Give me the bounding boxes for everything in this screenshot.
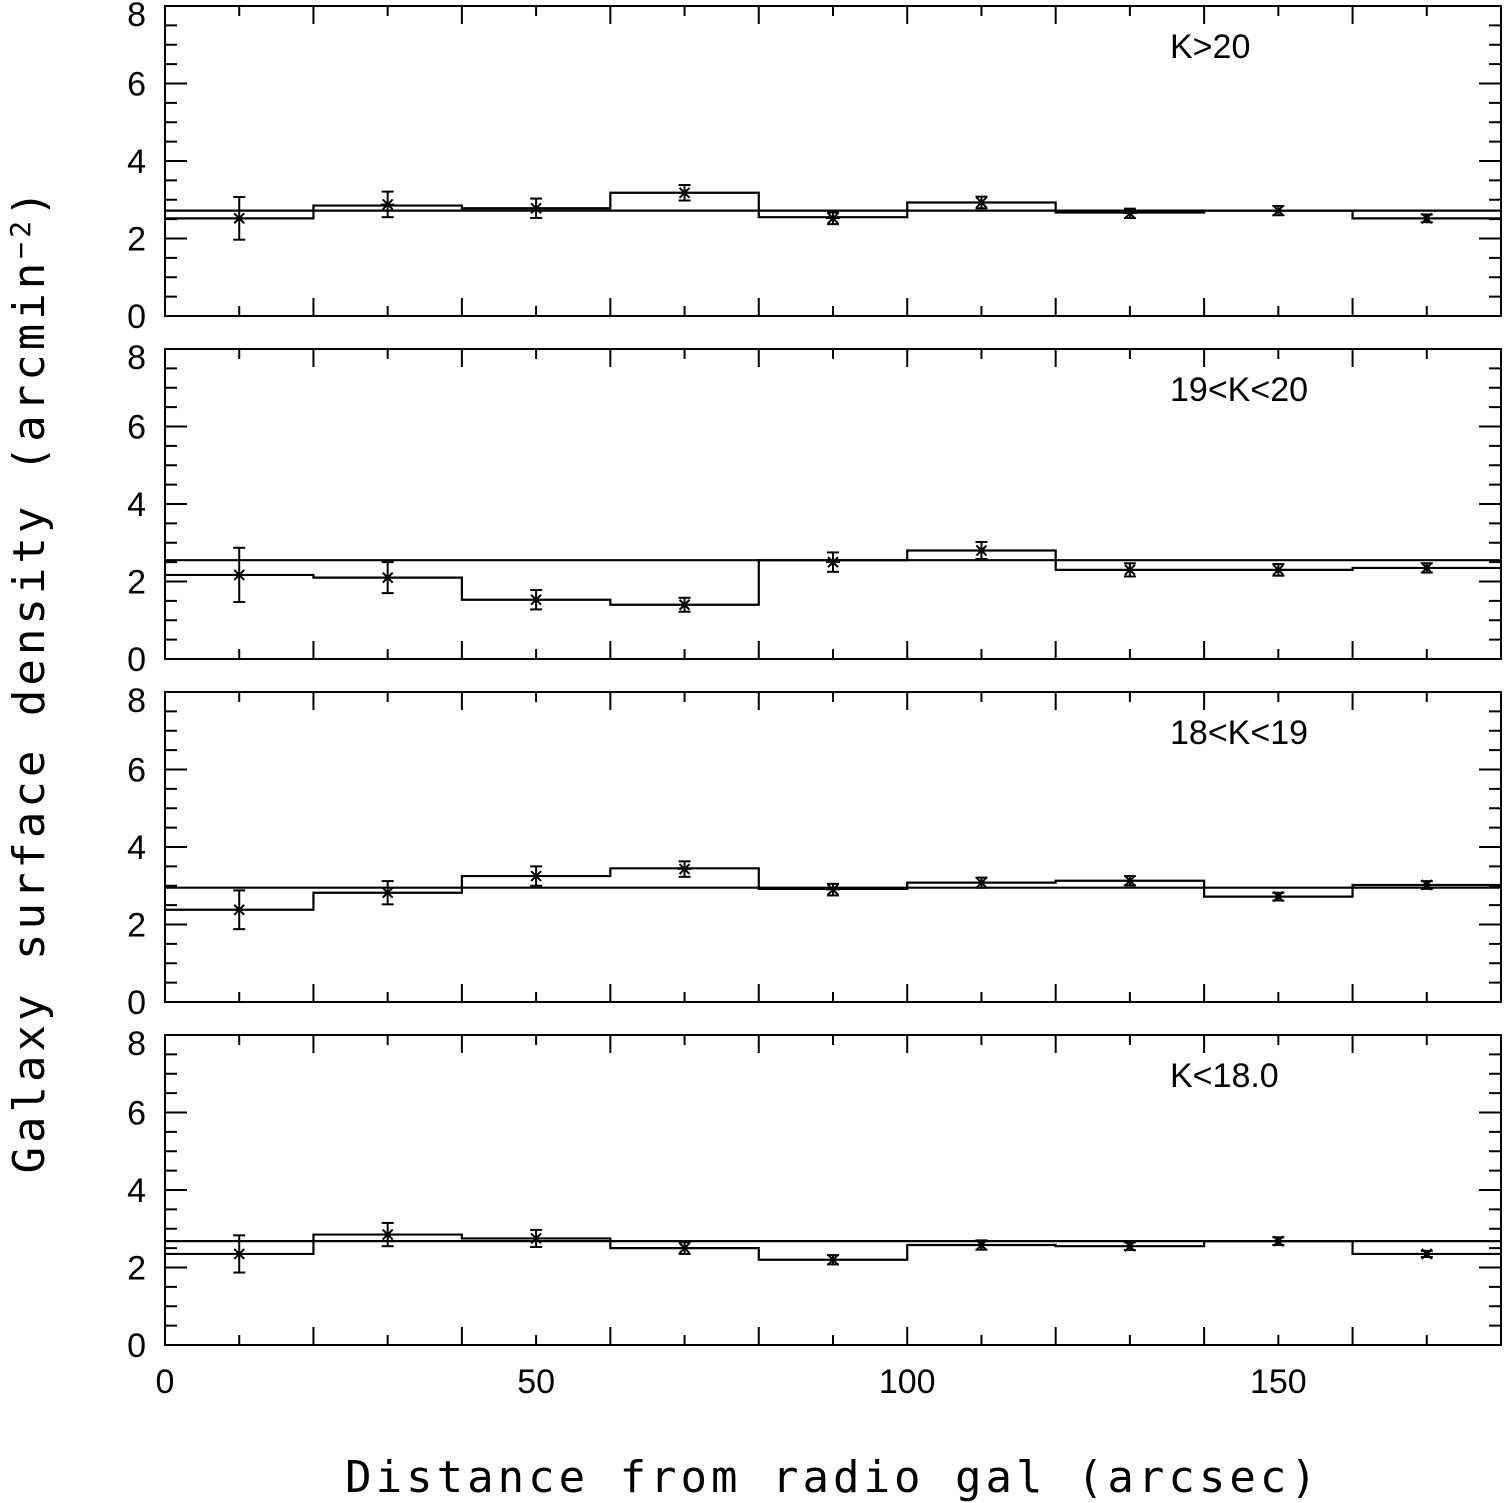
data-point [232,1248,247,1260]
data-point [974,544,989,557]
x-tick-label: 150 [1250,1363,1307,1401]
y-tick-label: 8 [127,339,146,377]
x-tick-label: 100 [879,1363,936,1401]
data-point [529,1232,544,1245]
y-tick-label: 2 [127,907,146,945]
data-point [529,202,544,214]
data-point [677,599,692,611]
y-tick-label: 8 [127,0,146,34]
panel-label: K>20 [1170,28,1250,66]
panel-2: 0 2 4 6 8 19<K<20 [127,339,1502,679]
panel-1: 0 2 4 6 8 K>20 [127,0,1502,336]
panel-frame [164,5,1502,317]
y-tick-label: 0 [127,984,146,1022]
panel-label: K<18.0 [1170,1057,1279,1095]
y-tick-label: 2 [127,221,146,259]
data-point [1122,1240,1137,1252]
y-tick-label: 8 [127,1025,146,1063]
y-axis-title-exponent: −2 [4,217,37,259]
x-axis-title: Distance from radio gal (arcsec) [345,1452,1321,1503]
y-tick-label: 4 [127,1172,146,1210]
data-point [1419,562,1434,574]
y-tick-label: 6 [127,752,146,790]
y-axis-title-close: ) [4,187,55,218]
data-point [1419,879,1434,891]
histogram-line [165,549,1501,606]
data-point [1122,207,1137,220]
data-point [1122,564,1137,576]
panel-3: 0 2 4 6 8 18<K<19 [127,682,1502,1022]
y-axis-title: Galaxy surface density (arcmin−2) [4,187,55,1174]
panel-frame [164,1034,1502,1346]
data-point [380,198,395,211]
y-tick-label: 0 [127,641,146,679]
y-tick-label: 6 [127,66,146,104]
data-point [1271,1235,1286,1247]
data-point [380,1228,395,1241]
data-point [1271,204,1286,217]
data-point [974,196,989,209]
data-point [529,594,544,606]
y-tick-label: 8 [127,682,146,720]
y-tick-label: 2 [127,564,146,602]
panel-label: 19<K<20 [1170,371,1308,409]
y-tick-label: 6 [127,409,146,447]
data-point [1271,564,1286,576]
y-tick-label: 4 [127,143,146,181]
panel-4: 0 2 4 6 8 K<18.0 [127,1025,1502,1365]
data-point [826,883,840,896]
data-point [826,212,840,225]
data-point [380,571,395,584]
data-point [826,556,840,568]
data-point [1122,875,1137,887]
panels-layer: 0 2 4 6 8 K>20 0 2 4 6 8 19<K<20 0 2 4 6 8 18<K<19 0 2 4 6 8 K<… [127,0,1502,1401]
y-axis-title-main: Galaxy surface density (arcmin [4,259,55,1174]
y-tick-label: 6 [127,1095,146,1133]
data-point [1271,890,1286,903]
panel-label: 18<K<19 [1170,714,1308,752]
data-point [529,870,544,882]
y-tick-label: 0 [127,1327,146,1365]
y-tick-label: 4 [127,829,146,867]
y-tick-label: 0 [127,298,146,336]
data-point [1419,1248,1434,1260]
data-point [232,569,247,581]
data-point [826,1254,840,1266]
data-point [380,887,395,899]
data-point [974,1239,989,1251]
data-point [1419,212,1434,225]
y-tick-label: 2 [127,1250,146,1288]
x-tick-label: 50 [517,1363,555,1401]
data-point [974,876,989,889]
y-tick-label: 4 [127,486,146,524]
x-tick-label: 0 [156,1363,175,1401]
data-point [677,863,692,875]
data-point [232,212,247,225]
data-point [677,187,692,199]
data-point [677,1242,692,1254]
data-point [232,904,247,916]
